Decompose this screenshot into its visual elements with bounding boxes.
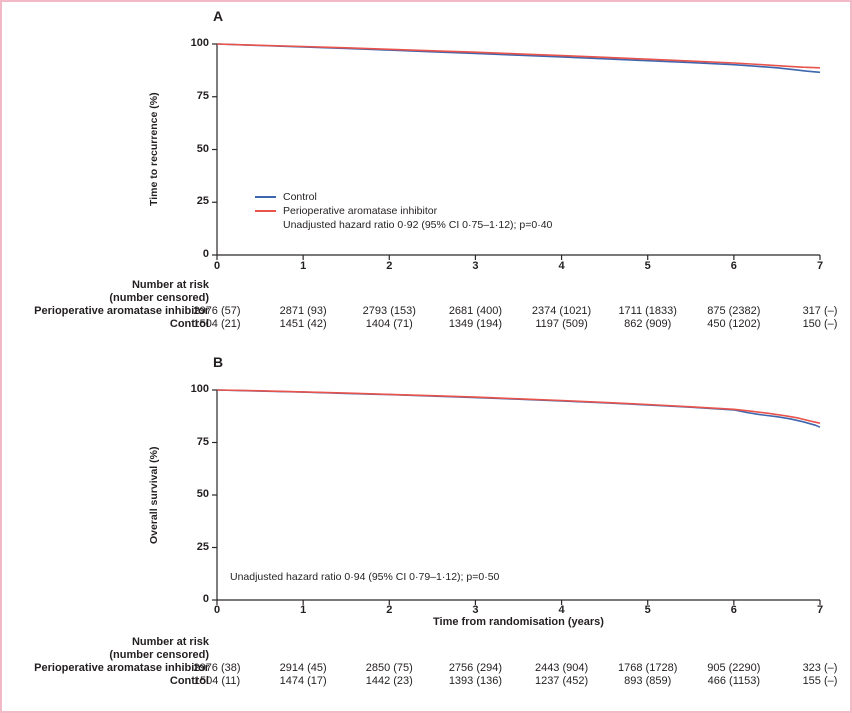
control-line-swatch xyxy=(255,196,276,198)
panel-b-letter: B xyxy=(213,354,224,370)
risk-table-header-line2: (number censored) xyxy=(109,649,209,661)
risk-cell: 2374 (1021) xyxy=(531,305,592,317)
x-tick-label: 2 xyxy=(386,260,393,272)
x-tick-label: 1 xyxy=(300,260,307,272)
risk-cell: 1197 (509) xyxy=(535,318,588,330)
risk-cell: 2871 (93) xyxy=(279,305,327,317)
panel-a-legend: Control Perioperative aromatase inhibito… xyxy=(255,190,552,232)
panel-b-hazard-ratio-text: Unadjusted hazard ratio 0·94 (95% CI 0·7… xyxy=(230,571,500,583)
risk-cell: 2976 (38) xyxy=(193,662,241,674)
risk-cell: 2793 (153) xyxy=(362,305,416,317)
x-tick-label: 4 xyxy=(558,604,565,616)
risk-cell: 150 (–) xyxy=(802,318,838,330)
risk-cell: 2756 (294) xyxy=(448,662,503,674)
risk-cell: 1504 (21) xyxy=(193,318,241,330)
x-tick-label: 3 xyxy=(472,260,479,272)
y-tick-label: 75 xyxy=(196,89,209,102)
x-tick-label: 7 xyxy=(816,260,824,272)
risk-cell: 450 (1202) xyxy=(707,318,761,330)
risk-table-header-line2: (number censored) xyxy=(109,292,209,304)
legend-label-perioperative: Perioperative aromatase inhibitor xyxy=(283,205,438,217)
x-tick-label: 3 xyxy=(472,604,479,616)
x-tick-label: 4 xyxy=(558,260,565,272)
risk-cell: 2850 (75) xyxy=(365,662,413,674)
legend-label-control: Control xyxy=(283,191,317,203)
risk-cell: 1393 (136) xyxy=(448,675,503,687)
y-tick-label: 0 xyxy=(202,593,209,605)
risk-row-label: Perioperative aromatase inhibitor xyxy=(34,305,209,317)
x-tick-label: 1 xyxy=(300,604,307,616)
panel-a-y-axis-label: Time to recurrence (%) xyxy=(148,92,160,207)
y-tick-label: 100 xyxy=(190,383,209,395)
risk-cell: 2914 (45) xyxy=(279,662,327,674)
risk-cell: 323 (–) xyxy=(802,662,838,674)
risk-cell: 875 (2382) xyxy=(707,305,761,317)
risk-cell: 155 (–) xyxy=(802,675,838,687)
panel-a-hazard-ratio-text: Unadjusted hazard ratio 0·92 (95% CI 0·7… xyxy=(283,219,553,231)
legend-entry-perioperative: Perioperative aromatase inhibitor xyxy=(255,204,552,218)
risk-cell: 1349 (194) xyxy=(448,318,503,330)
x-tick-label: 5 xyxy=(644,260,651,272)
km-curve-b-perioperative xyxy=(216,389,821,424)
risk-cell: 2443 (904) xyxy=(534,662,589,674)
risk-cell: 1237 (452) xyxy=(534,675,589,687)
y-tick-label: 25 xyxy=(196,540,209,553)
x-tick-label: 0 xyxy=(213,604,221,616)
risk-row-label: Perioperative aromatase inhibitor xyxy=(34,662,209,674)
y-tick-label: 50 xyxy=(196,142,209,155)
y-tick-label: 25 xyxy=(196,195,209,208)
risk-cell: 1442 (23) xyxy=(365,675,413,687)
x-tick-label: 2 xyxy=(386,604,393,616)
risk-cell: 1451 (42) xyxy=(279,318,327,330)
y-tick-label: 0 xyxy=(202,248,209,260)
x-tick-label: 7 xyxy=(816,604,824,616)
x-tick-label: 6 xyxy=(730,260,737,272)
risk-cell: 2681 (400) xyxy=(448,305,503,317)
risk-cell: 2976 (57) xyxy=(193,305,241,317)
risk-cell: 317 (–) xyxy=(802,305,838,317)
risk-cell: 1474 (17) xyxy=(279,675,327,687)
risk-cell: 466 (1153) xyxy=(707,675,761,687)
risk-table-header-line1: Number at risk xyxy=(131,636,209,648)
risk-cell: 1768 (1728) xyxy=(618,662,678,674)
risk-cell: 893 (859) xyxy=(624,675,672,687)
risk-cell: 1504 (11) xyxy=(193,675,241,687)
x-tick-label: 0 xyxy=(213,260,221,272)
km-curve-a-perioperative xyxy=(216,43,821,69)
legend-entry-control: Control xyxy=(255,190,552,204)
risk-row-label: Control xyxy=(169,675,209,687)
perioperative-line-swatch xyxy=(255,210,276,212)
x-tick-label: 6 xyxy=(730,604,737,616)
y-tick-label: 50 xyxy=(196,488,209,500)
risk-cell: 905 (2290) xyxy=(707,662,761,674)
risk-cell: 1711 (1833) xyxy=(618,305,677,317)
risk-row-label: Control xyxy=(169,318,209,330)
risk-cell: 1404 (71) xyxy=(365,318,413,330)
y-tick-label: 75 xyxy=(196,435,209,448)
km-curve-a-control xyxy=(216,43,821,74)
legend-entry-hazard-ratio: Unadjusted hazard ratio 0·92 (95% CI 0·7… xyxy=(255,218,552,232)
y-tick-label: 100 xyxy=(190,37,209,49)
panel-b-y-axis-label: Overall survival (%) xyxy=(148,446,160,544)
x-tick-label: 5 xyxy=(644,604,651,616)
risk-cell: 862 (909) xyxy=(624,318,672,330)
x-axis-title: Time from randomisation (years) xyxy=(433,616,604,628)
panel-a-letter: A xyxy=(213,8,224,24)
risk-table-header-line1: Number at risk xyxy=(131,279,209,291)
